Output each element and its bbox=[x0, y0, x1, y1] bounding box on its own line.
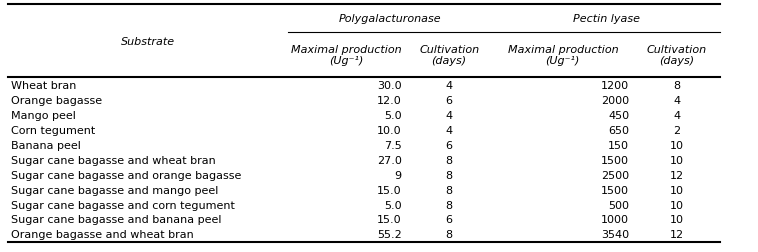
Text: 1500: 1500 bbox=[601, 155, 629, 165]
Text: 1200: 1200 bbox=[601, 81, 629, 90]
Text: 4: 4 bbox=[446, 81, 453, 90]
Text: Orange bagasse and wheat bran: Orange bagasse and wheat bran bbox=[11, 230, 194, 239]
Text: 10: 10 bbox=[669, 185, 684, 195]
Text: Maximal production
(Ug⁻¹): Maximal production (Ug⁻¹) bbox=[508, 45, 618, 66]
Text: Mango peel: Mango peel bbox=[11, 110, 77, 120]
Text: Pectin lyase: Pectin lyase bbox=[573, 14, 640, 24]
Text: 3540: 3540 bbox=[601, 230, 629, 239]
Text: 55.2: 55.2 bbox=[377, 230, 402, 239]
Text: 450: 450 bbox=[608, 110, 629, 120]
Text: 6: 6 bbox=[446, 96, 453, 105]
Text: 15.0: 15.0 bbox=[377, 215, 402, 225]
Text: Sugar cane bagasse and mango peel: Sugar cane bagasse and mango peel bbox=[11, 185, 219, 195]
Text: Sugar cane bagasse and wheat bran: Sugar cane bagasse and wheat bran bbox=[11, 155, 216, 165]
Text: 8: 8 bbox=[446, 170, 453, 180]
Text: 2: 2 bbox=[673, 125, 680, 135]
Text: 2000: 2000 bbox=[601, 96, 629, 105]
Text: 5.0: 5.0 bbox=[384, 200, 402, 210]
Text: Sugar cane bagasse and orange bagasse: Sugar cane bagasse and orange bagasse bbox=[11, 170, 242, 180]
Text: 500: 500 bbox=[608, 200, 629, 210]
Text: 8: 8 bbox=[446, 185, 453, 195]
Text: Cultivation
(days): Cultivation (days) bbox=[419, 45, 479, 66]
Text: 30.0: 30.0 bbox=[377, 81, 402, 90]
Text: Sugar cane bagasse and banana peel: Sugar cane bagasse and banana peel bbox=[11, 215, 222, 225]
Text: 8: 8 bbox=[446, 230, 453, 239]
Text: 4: 4 bbox=[673, 110, 680, 120]
Text: 10.0: 10.0 bbox=[377, 125, 402, 135]
Text: Banana peel: Banana peel bbox=[11, 140, 81, 150]
Text: 10: 10 bbox=[669, 140, 684, 150]
Text: Maximal production
(Ug⁻¹): Maximal production (Ug⁻¹) bbox=[292, 45, 402, 66]
Text: 9: 9 bbox=[395, 170, 402, 180]
Text: 5.0: 5.0 bbox=[384, 110, 402, 120]
Text: Polygalacturonase: Polygalacturonase bbox=[339, 14, 442, 24]
Text: 10: 10 bbox=[669, 200, 684, 210]
Text: 10: 10 bbox=[669, 215, 684, 225]
Text: Corn tegument: Corn tegument bbox=[11, 125, 96, 135]
Text: 1000: 1000 bbox=[601, 215, 629, 225]
Text: 12: 12 bbox=[669, 230, 684, 239]
Text: 6: 6 bbox=[446, 215, 453, 225]
Text: 1500: 1500 bbox=[601, 185, 629, 195]
Text: 8: 8 bbox=[446, 155, 453, 165]
Text: 150: 150 bbox=[608, 140, 629, 150]
Text: Orange bagasse: Orange bagasse bbox=[11, 96, 102, 105]
Text: 12.0: 12.0 bbox=[377, 96, 402, 105]
Text: 15.0: 15.0 bbox=[377, 185, 402, 195]
Text: 12: 12 bbox=[669, 170, 684, 180]
Text: 4: 4 bbox=[673, 96, 680, 105]
Text: 4: 4 bbox=[446, 110, 453, 120]
Text: 650: 650 bbox=[608, 125, 629, 135]
Text: 4: 4 bbox=[446, 125, 453, 135]
Text: 6: 6 bbox=[446, 140, 453, 150]
Text: Wheat bran: Wheat bran bbox=[11, 81, 77, 90]
Text: 27.0: 27.0 bbox=[377, 155, 402, 165]
Text: 8: 8 bbox=[673, 81, 680, 90]
Text: Substrate: Substrate bbox=[121, 37, 175, 47]
Text: Cultivation
(days): Cultivation (days) bbox=[647, 45, 706, 66]
Text: 7.5: 7.5 bbox=[384, 140, 402, 150]
Text: 2500: 2500 bbox=[601, 170, 629, 180]
Text: 10: 10 bbox=[669, 155, 684, 165]
Text: Sugar cane bagasse and corn tegument: Sugar cane bagasse and corn tegument bbox=[11, 200, 235, 210]
Text: 8: 8 bbox=[446, 200, 453, 210]
